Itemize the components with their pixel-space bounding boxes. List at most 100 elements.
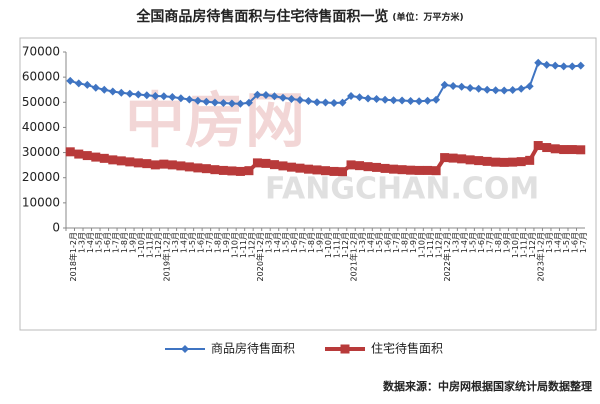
- data-point: [159, 159, 169, 169]
- data-point: [398, 96, 407, 105]
- x-tick-label: 2018年1-2月: [68, 232, 78, 281]
- x-tick-label: 1-7月: [111, 232, 120, 253]
- data-point: [372, 95, 381, 104]
- data-point: [491, 157, 501, 167]
- data-point: [355, 161, 365, 171]
- data-point: [244, 166, 254, 176]
- data-point: [380, 163, 390, 173]
- data-point: [534, 58, 543, 67]
- data-point: [508, 85, 517, 94]
- data-point: [82, 151, 92, 161]
- data-point: [432, 95, 441, 104]
- data-point: [474, 156, 484, 166]
- data-point: [551, 61, 560, 70]
- data-point: [414, 165, 424, 175]
- data-point: [151, 92, 160, 100]
- data-point: [406, 97, 415, 106]
- data-point: [482, 156, 492, 166]
- x-tick-label: 1-11月: [145, 232, 154, 258]
- x-tick-label: 1-11月: [426, 232, 435, 258]
- data-point: [474, 84, 483, 93]
- x-tick-label: 1-6月: [196, 232, 205, 253]
- data-point: [99, 153, 109, 163]
- data-point: [542, 143, 552, 153]
- x-tick-label: 1-11月: [239, 232, 248, 258]
- data-point: [287, 95, 296, 104]
- y-tick-label: 70000: [22, 45, 60, 59]
- data-point: [278, 161, 288, 171]
- data-point: [457, 154, 467, 164]
- data-point: [525, 82, 534, 91]
- data-point: [303, 164, 313, 174]
- data-point: [457, 82, 466, 91]
- x-tick-label: 1-5月: [469, 232, 478, 253]
- data-point: [517, 84, 526, 93]
- data-point: [167, 160, 177, 170]
- x-tick-label: 1-8月: [120, 232, 129, 253]
- data-point: [269, 160, 279, 170]
- x-tick-label: 1-10月: [511, 232, 520, 258]
- data-point: [516, 157, 526, 167]
- data-point: [125, 157, 135, 167]
- x-tick-label: 1-5月: [375, 232, 384, 253]
- data-point: [125, 89, 134, 98]
- x-tick-label: 1-12月: [341, 232, 350, 258]
- data-point: [542, 60, 551, 69]
- x-tick-label: 1-4月: [554, 232, 563, 253]
- data-point: [567, 145, 577, 155]
- data-point: [100, 85, 109, 94]
- data-point: [576, 61, 585, 70]
- data-point: [364, 94, 373, 103]
- data-point: [176, 94, 185, 103]
- x-tick-label: 1-8月: [401, 232, 410, 253]
- data-point: [184, 162, 194, 172]
- x-tick-label: 2023年1-2月: [536, 232, 546, 281]
- data-point: [83, 80, 92, 89]
- x-tick-label: 1-8月: [494, 232, 503, 253]
- data-point: [483, 85, 492, 94]
- data-point: [312, 98, 321, 107]
- data-point: [219, 99, 228, 108]
- data-point: [559, 145, 569, 155]
- data-point: [235, 166, 245, 176]
- x-tick-label: 1-10月: [230, 232, 239, 258]
- x-tick-label: 1-4月: [86, 232, 95, 253]
- data-point: [168, 93, 177, 102]
- x-tick-label: 1-9月: [315, 232, 324, 253]
- x-tick-label: 1-7月: [486, 232, 495, 253]
- x-tick-label: 2019年1-2月: [161, 232, 171, 281]
- data-point: [389, 96, 398, 105]
- data-point: [355, 93, 364, 102]
- y-tick-label: 20000: [22, 170, 60, 184]
- legend-marker: [340, 344, 350, 354]
- source: 数据来源：中房网根据国家统计局数据整理: [383, 379, 592, 393]
- data-point: [321, 98, 330, 107]
- data-point: [270, 92, 279, 101]
- title: 全国商品房待售面积与住宅待售面积一览: [135, 8, 388, 25]
- x-tick-label: 1-12月: [154, 232, 163, 258]
- data-point: [576, 145, 586, 155]
- x-tick-label: 1-9月: [503, 232, 512, 253]
- y-tick-label: 0: [52, 221, 60, 235]
- x-tick-label: 1-7月: [298, 232, 307, 253]
- x-tick-label: 1-8月: [307, 232, 316, 253]
- data-point: [74, 79, 83, 88]
- data-point: [465, 155, 475, 165]
- data-point: [423, 96, 432, 105]
- data-point: [449, 81, 458, 90]
- x-tick-label: 1-6月: [571, 232, 580, 253]
- x-tick-label: 1-5月: [562, 232, 571, 253]
- x-tick-label: 1-3月: [77, 232, 86, 253]
- data-point: [500, 86, 509, 95]
- x-tick-label: 1-4月: [273, 232, 282, 253]
- data-point: [347, 92, 356, 100]
- chart-frame: [19, 37, 597, 331]
- data-point: [193, 163, 203, 173]
- data-point: [74, 149, 84, 159]
- x-tick-label: 1-7月: [579, 232, 588, 253]
- data-point: [65, 147, 75, 157]
- data-point: [227, 99, 236, 108]
- x-tick-label: 1-5月: [281, 232, 290, 253]
- data-point: [201, 164, 211, 174]
- x-tick-label: 1-8月: [213, 232, 222, 253]
